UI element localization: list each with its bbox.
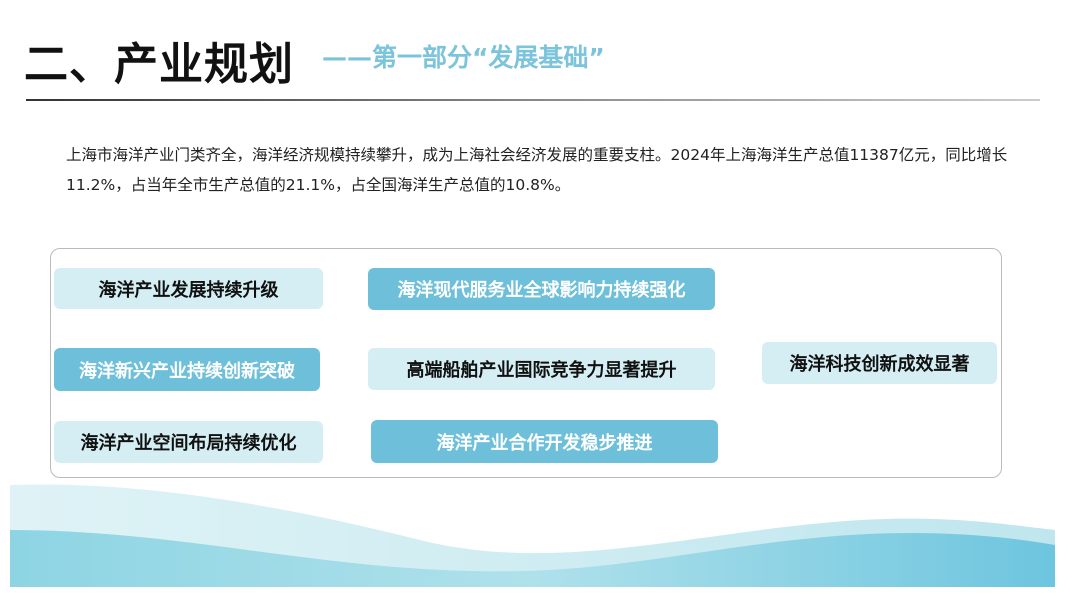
highlight-item: 海洋新兴产业持续创新突破 [54, 348, 320, 391]
page-title: 二、产业规划 [24, 39, 294, 90]
wave-decoration [10, 484, 1055, 587]
highlight-item: 海洋产业发展持续升级 [54, 268, 323, 309]
highlight-item: 海洋科技创新成效显著 [762, 342, 997, 384]
title-divider [26, 99, 1040, 101]
highlight-item: 海洋现代服务业全球影响力持续强化 [368, 268, 715, 310]
highlight-item: 海洋产业合作开发稳步推进 [371, 420, 718, 463]
page-subtitle: ——第一部分“发展基础” [322, 43, 605, 72]
intro-paragraph: 上海市海洋产业门类齐全，海洋经济规模持续攀升，成为上海社会经济发展的重要支柱。2… [66, 146, 1008, 194]
highlight-item: 高端船舶产业国际竞争力显著提升 [368, 348, 715, 390]
highlight-item: 海洋产业空间布局持续优化 [54, 421, 323, 463]
